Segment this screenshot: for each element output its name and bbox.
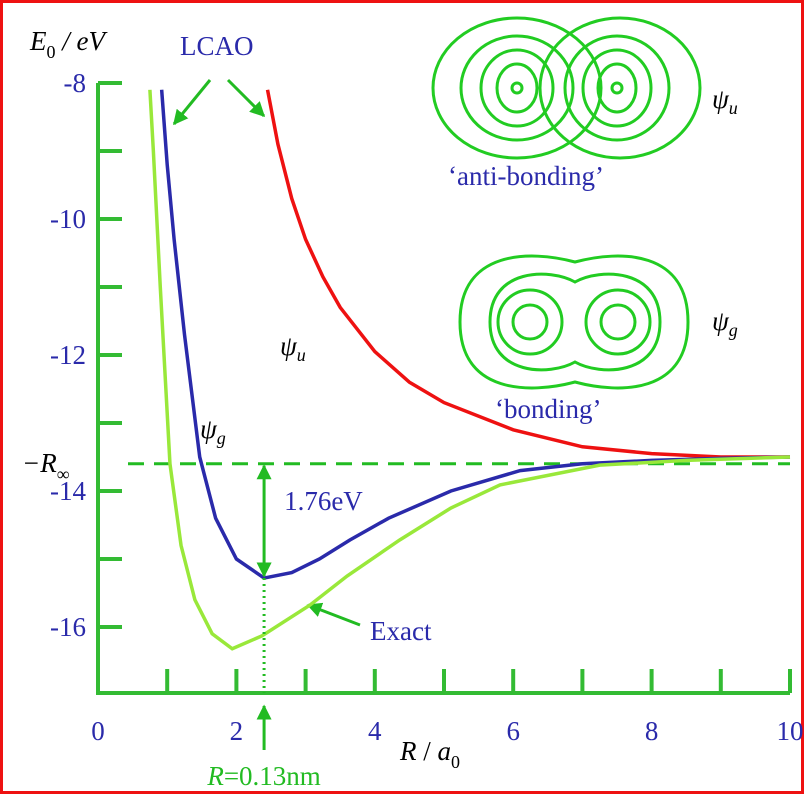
bonding-diagram bbox=[460, 256, 688, 388]
x-tick-label: 2 bbox=[230, 716, 244, 746]
marker-label-part: R bbox=[206, 761, 224, 791]
y-tick-label: -8 bbox=[64, 68, 87, 98]
y-axis-title: E0 / eV bbox=[29, 26, 108, 62]
arrow bbox=[174, 80, 210, 124]
marker-label: R=0.13nm bbox=[206, 761, 320, 791]
reference-label: −R∞ bbox=[22, 448, 70, 484]
psi-label: ψu bbox=[280, 331, 306, 365]
y-tick-label: -16 bbox=[50, 612, 86, 642]
y-tick-label: -12 bbox=[50, 340, 86, 370]
exact-label: Exact bbox=[370, 616, 432, 646]
y-tick-label: -10 bbox=[50, 204, 86, 234]
x-tick-label: 10 bbox=[777, 716, 804, 746]
psi-label: ψg bbox=[712, 306, 738, 340]
x-tick-label: 4 bbox=[368, 716, 382, 746]
chart: E0 / eV R / a0 LCAO Exact ψu ψg ψu ψg ‘a… bbox=[0, 0, 804, 794]
x-axis-title: R / a0 bbox=[399, 736, 460, 772]
x-tick-label: 6 bbox=[506, 716, 520, 746]
reference-label-part: −R bbox=[22, 448, 57, 478]
frame bbox=[2, 2, 803, 793]
gap-label: 1.76eV bbox=[284, 486, 363, 516]
antibonding-label: ‘anti-bonding’ bbox=[448, 161, 604, 191]
arrow bbox=[308, 605, 360, 625]
psi-label: ψg bbox=[200, 414, 226, 448]
x-tick-label: 0 bbox=[91, 716, 105, 746]
arrow bbox=[228, 80, 264, 116]
lcao-label: LCAO bbox=[180, 31, 254, 61]
antibonding-diagram bbox=[433, 18, 700, 158]
marker-label-part: =0.13nm bbox=[224, 761, 321, 791]
bonding-label: ‘bonding’ bbox=[495, 394, 601, 424]
x-tick-label: 8 bbox=[645, 716, 659, 746]
psi-label: ψu bbox=[712, 84, 738, 118]
reference-label-part: ∞ bbox=[57, 464, 70, 484]
